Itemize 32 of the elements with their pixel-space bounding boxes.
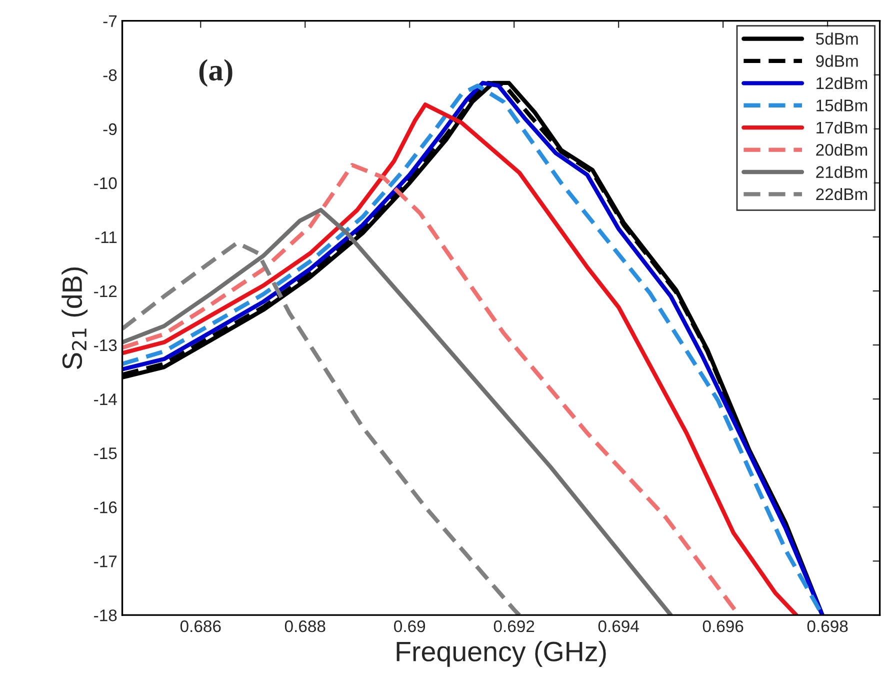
x-tick-label: 0.698 — [807, 620, 848, 632]
legend-label: 5dBm — [816, 32, 858, 45]
x-tick-label: 0.688 — [284, 620, 326, 632]
legend-label: 17dBm — [816, 121, 868, 134]
line-series — [122, 208, 673, 616]
y-tick-label: -13 — [94, 339, 117, 352]
x-axis-title: Frequency (GHz) — [396, 641, 606, 667]
y-tick-label: -11 — [95, 232, 117, 243]
y-tick-label: -10 — [94, 177, 117, 190]
legend-label: 22dBm — [816, 188, 868, 200]
y-tick-label: -16 — [94, 501, 117, 514]
y-tick-label: -15 — [94, 448, 117, 460]
legend-label: 15dBm — [816, 99, 868, 112]
legend-label: 20dBm — [816, 144, 868, 156]
annotation: (a) — [199, 59, 232, 87]
y-tick-label: -12 — [94, 285, 117, 297]
y-tick-label: -14 — [94, 394, 117, 406]
y-tick-label: -8 — [103, 69, 117, 82]
y-tick-label: -9 — [103, 123, 117, 136]
y-tick-label: -17 — [94, 556, 117, 568]
x-tick-label: 0.696 — [702, 620, 744, 632]
x-tick-label: 0.692 — [494, 620, 534, 632]
legend-label: 12dBm — [816, 76, 868, 90]
line-series — [122, 240, 522, 616]
legend-label: 21dBm — [816, 166, 868, 178]
x-tick-label: 0.686 — [180, 620, 221, 632]
y-axis-title: S$_{21}$ (dB) — [62, 268, 88, 370]
x-tick-label: 0.69 — [394, 620, 426, 632]
y-tick-label: -7 — [103, 15, 117, 27]
legend-label: 9dBm — [816, 54, 858, 67]
x-tick-label: 0.694 — [598, 620, 639, 632]
y-tick-label: -18 — [94, 609, 117, 622]
